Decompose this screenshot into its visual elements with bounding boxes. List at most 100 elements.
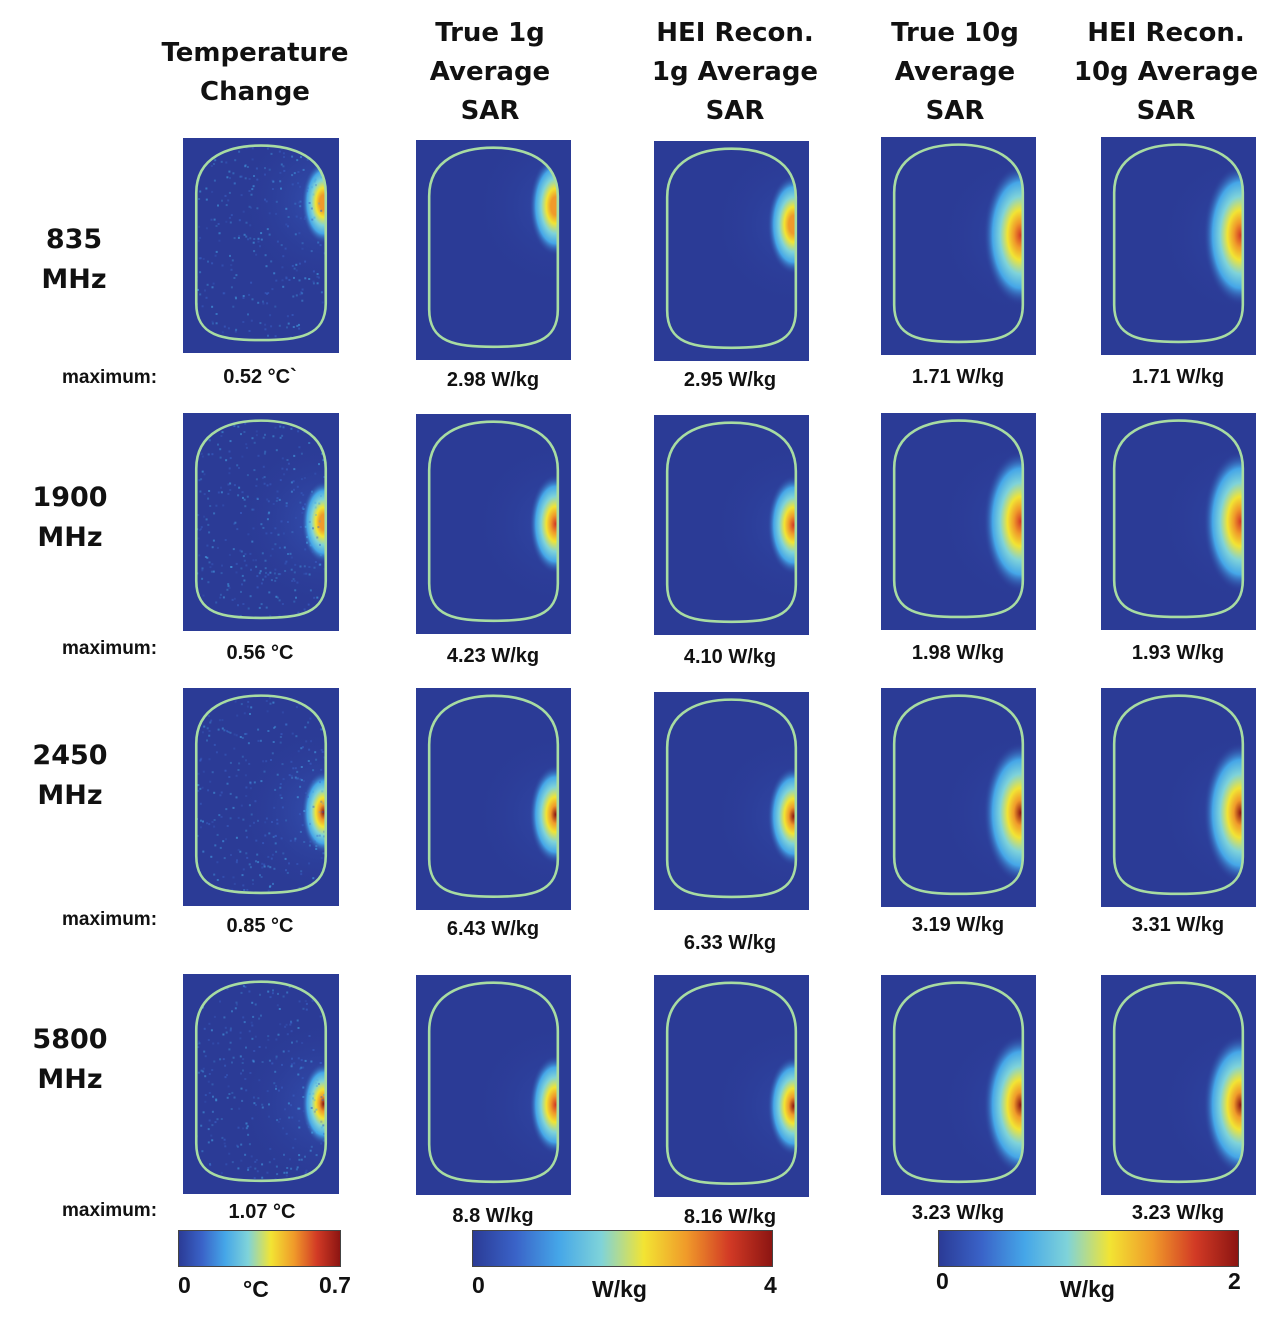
heatmap-svg [416, 975, 571, 1195]
speckle [313, 1099, 316, 1102]
speckle [274, 834, 277, 837]
speckle [228, 1152, 231, 1155]
head-outline [665, 981, 798, 1185]
speckle [323, 835, 326, 838]
speckle [242, 603, 245, 605]
speckle [289, 839, 292, 842]
speckle [294, 839, 297, 842]
speckle [247, 1168, 250, 1171]
speckle [263, 452, 266, 455]
speckle [318, 202, 321, 205]
speckle [293, 454, 296, 457]
speckle [302, 1110, 305, 1113]
speckle [299, 778, 302, 781]
speckle [210, 165, 213, 167]
speckle [286, 1167, 289, 1169]
freq-unit: MHz [37, 522, 103, 553]
speckle [201, 455, 204, 458]
speckle [199, 236, 202, 239]
heatmap-panel [881, 413, 1036, 630]
head-outline [1112, 694, 1245, 896]
speckle [287, 1050, 290, 1053]
speckle [198, 529, 201, 531]
speckle [284, 857, 287, 860]
speckle [268, 1059, 271, 1062]
speckle [225, 838, 227, 841]
speckle [266, 518, 269, 521]
speckle [315, 848, 318, 850]
speckle [316, 275, 319, 278]
speckle [250, 813, 253, 816]
speckle [246, 888, 249, 891]
speckle [256, 178, 259, 181]
speckle [274, 527, 277, 530]
speckle [295, 269, 298, 272]
speckle [220, 491, 223, 494]
max-value: 1.07 °C [228, 1201, 296, 1223]
speckle [291, 531, 294, 534]
speckle [236, 1144, 239, 1147]
speckle [237, 604, 239, 607]
speckle [250, 281, 253, 284]
speckle [234, 159, 237, 162]
speckle [261, 1176, 264, 1179]
speckle [237, 1126, 240, 1129]
speckle [211, 262, 214, 265]
speckle [292, 480, 295, 483]
maximum-label: maximum: [62, 638, 158, 659]
speckle [293, 600, 296, 603]
speckle [209, 1163, 211, 1166]
speckle [243, 431, 246, 433]
speckle [250, 706, 253, 709]
speckle [232, 1056, 235, 1059]
speckle [251, 437, 254, 440]
speckle [249, 224, 252, 227]
heatmap-svg [881, 137, 1036, 355]
speckle [208, 561, 211, 564]
speckle [211, 1083, 214, 1086]
speckle [272, 502, 275, 505]
speckle [204, 1094, 207, 1097]
speckle [276, 822, 279, 825]
speckle [252, 508, 255, 511]
speckle [245, 1089, 248, 1092]
speckle [253, 238, 256, 240]
speckle [217, 223, 220, 225]
speckle [261, 477, 264, 480]
speckle [276, 497, 279, 500]
speckle [276, 1119, 279, 1122]
speckle [240, 512, 242, 514]
speckle [201, 786, 204, 789]
speckle [213, 819, 216, 821]
speckle [298, 1126, 301, 1129]
speckle [288, 862, 290, 865]
speckle [307, 760, 310, 762]
speckle [267, 573, 270, 576]
speckle [273, 806, 276, 809]
speckle [300, 1158, 303, 1161]
speckle [275, 279, 278, 282]
speckle [241, 574, 244, 577]
speckle [210, 218, 213, 221]
speckle [292, 767, 295, 770]
maximum-label: maximum: [62, 1200, 158, 1221]
colorbar-min-label: 0 [178, 1272, 191, 1298]
speckle [231, 1091, 234, 1094]
speckle [294, 767, 297, 770]
speckle [314, 178, 317, 181]
speckle [292, 1146, 295, 1149]
speckle [227, 483, 230, 486]
heatmap-svg [183, 413, 339, 631]
speckle [302, 494, 305, 496]
speckle [228, 216, 231, 219]
speckle [315, 845, 318, 848]
speckle [198, 554, 201, 557]
speckle [257, 301, 260, 304]
row-label-5800: 5800 MHz [10, 1020, 130, 1100]
speckle [280, 733, 283, 736]
speckle [237, 769, 240, 771]
speckle [242, 868, 245, 871]
speckle [312, 1092, 315, 1095]
speckle [291, 183, 294, 186]
speckle [312, 270, 315, 273]
